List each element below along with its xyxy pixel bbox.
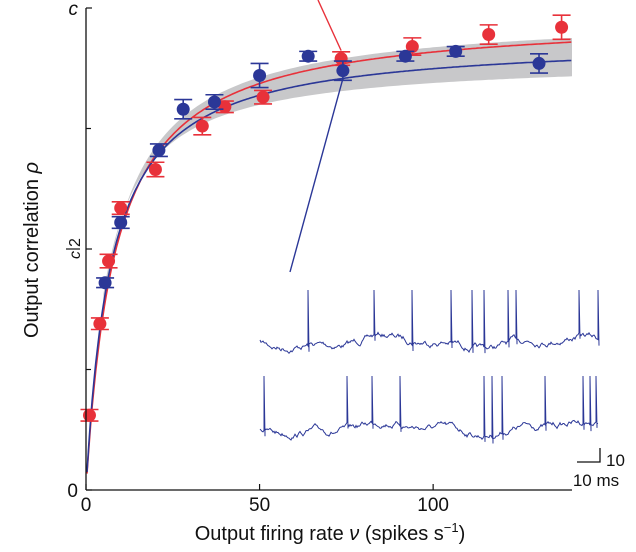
data-point bbox=[530, 52, 549, 74]
voltage-trace-bottom bbox=[259, 375, 599, 444]
x-tick-label: 100 bbox=[417, 495, 449, 516]
x-tick: 50 bbox=[249, 484, 270, 516]
data-point bbox=[193, 116, 212, 136]
scale-bar-time-label: 10 ms bbox=[573, 471, 619, 490]
x-axis-label: Output firing rate ν (spikes s−1) bbox=[195, 520, 466, 545]
plot-area bbox=[80, 0, 573, 474]
data-point bbox=[396, 49, 415, 63]
y-tick: 0 bbox=[67, 481, 92, 502]
data-point bbox=[149, 143, 168, 158]
data-point bbox=[111, 200, 130, 216]
pointer-line-red bbox=[317, 0, 342, 51]
pointer-line-blue bbox=[289, 78, 344, 273]
scale-bar-voltage-label: 10 bbox=[606, 451, 625, 470]
y-tick: c2 bbox=[66, 238, 92, 259]
svg-text:c: c bbox=[67, 251, 84, 259]
x-tick: 100 bbox=[417, 484, 449, 516]
x-tick-label: 0 bbox=[81, 495, 92, 516]
svg-text:2: 2 bbox=[67, 238, 84, 247]
data-point bbox=[215, 100, 234, 114]
data-point bbox=[552, 14, 571, 41]
data-point bbox=[299, 49, 318, 63]
data-point bbox=[479, 24, 498, 45]
y-axis-label: Output correlation ρ bbox=[21, 162, 43, 338]
y-tick-label: c bbox=[69, 0, 79, 20]
y-tick-label: 0 bbox=[67, 481, 78, 502]
fit-curve-2 bbox=[86, 59, 572, 472]
data-point bbox=[250, 62, 269, 89]
fit-curve-1 bbox=[86, 41, 572, 474]
data-point bbox=[111, 215, 130, 230]
y-tick-label: c2 bbox=[66, 238, 84, 259]
x-tick-label: 50 bbox=[249, 495, 270, 516]
data-point bbox=[446, 44, 465, 58]
data-point bbox=[80, 408, 99, 422]
data-point bbox=[90, 317, 109, 331]
data-point bbox=[333, 60, 352, 82]
data-point bbox=[174, 98, 193, 120]
data-point bbox=[146, 161, 165, 178]
data-point bbox=[96, 276, 115, 290]
y-tick: c bbox=[69, 0, 92, 20]
voltage-trace-top bbox=[259, 289, 600, 355]
data-point bbox=[254, 89, 273, 105]
data-point bbox=[205, 93, 224, 111]
x-axis: 0 50 100 Output firing rate ν (spikes s−1) bbox=[81, 484, 572, 545]
data-point bbox=[99, 253, 118, 269]
confidence-band bbox=[103, 38, 573, 304]
